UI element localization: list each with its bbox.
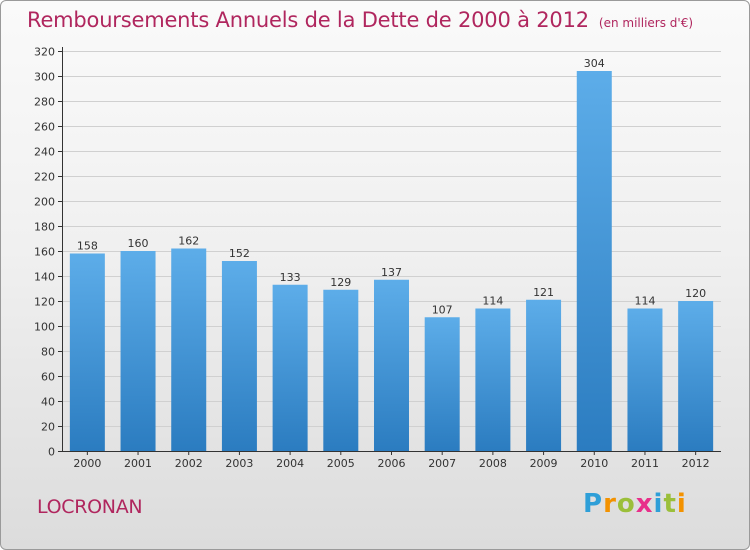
x-tick-label: 2008 (479, 457, 507, 470)
bar-2004 (272, 284, 308, 451)
axes: 0 20 40 60 80 100 120 140 160 180 200 220 240 260 280 3… (34, 46, 721, 470)
logo-letter: i (676, 489, 687, 519)
logo-letter: P (583, 489, 604, 519)
x-tick-label: 2003 (225, 457, 253, 470)
logo-letter: o (616, 489, 636, 519)
data-label: 107 (432, 303, 453, 316)
data-label: 158 (77, 240, 98, 253)
y-tick-label: 160 (34, 246, 55, 259)
data-label: 160 (128, 237, 149, 250)
proxiti-logo: Proxiti (583, 489, 687, 519)
x-tick-label: 2011 (631, 457, 659, 470)
bar-2008 (475, 308, 511, 451)
bar-2001 (120, 251, 156, 451)
data-label: 129 (330, 276, 351, 289)
data-label: 152 (229, 247, 250, 260)
y-tick-label: 100 (34, 321, 55, 334)
y-tick-label: 240 (34, 146, 55, 159)
chart-title-row: Remboursements Annuels de la Dette de 20… (27, 8, 693, 32)
data-label: 114 (634, 295, 655, 308)
y-tick-label: 180 (34, 221, 55, 234)
y-tick-label: 280 (34, 96, 55, 109)
chart-title: Remboursements Annuels de la Dette de 20… (27, 8, 589, 32)
y-tick-label: 20 (41, 421, 55, 434)
logo-letter: t (663, 489, 677, 519)
y-tick-label: 40 (41, 396, 55, 409)
y-tick-label: 220 (34, 171, 55, 184)
bar-2007 (424, 317, 460, 451)
x-tick-label: 2010 (580, 457, 608, 470)
x-tick-label: 2000 (73, 457, 101, 470)
data-label: 120 (685, 287, 706, 300)
x-tick-label: 2002 (175, 457, 203, 470)
y-tick-label: 300 (34, 71, 55, 84)
bar-2009 (526, 299, 562, 451)
logo-letter: r (603, 489, 617, 519)
y-tick-label: 0 (48, 446, 55, 459)
data-label: 137 (381, 266, 402, 279)
data-label: 133 (280, 271, 301, 284)
x-tick-label: 2007 (428, 457, 456, 470)
commune-name: LOCRONAN (37, 496, 143, 518)
chart-unit: (en milliers d'€) (598, 16, 694, 30)
x-tick-label: 2005 (327, 457, 355, 470)
y-tick-label: 260 (34, 121, 55, 134)
y-tick-label: 320 (34, 46, 55, 59)
bar-2011 (627, 308, 663, 451)
bars (69, 71, 714, 451)
bar-2002 (171, 248, 207, 451)
logo-letter: x (635, 489, 654, 519)
bar-2012 (678, 301, 714, 451)
data-label: 121 (533, 286, 554, 299)
bar-2003 (221, 261, 257, 451)
y-tick-label: 140 (34, 271, 55, 284)
x-tick-label: 2009 (530, 457, 558, 470)
bar-2000 (69, 253, 105, 451)
bar-2006 (374, 279, 409, 451)
y-tick-label: 80 (41, 346, 55, 359)
x-tick-label: 2004 (276, 457, 304, 470)
bar-2010 (576, 71, 612, 451)
bar-2005 (323, 289, 359, 451)
data-label: 162 (178, 235, 199, 248)
y-tick-label: 120 (34, 296, 55, 309)
data-labels: 158 160 162 152 133 129 137 107 114 121 304 114 120 (77, 57, 706, 316)
x-tick-label: 2001 (124, 457, 152, 470)
y-tick-label: 200 (34, 196, 55, 209)
x-tick-label: 2006 (378, 457, 406, 470)
logo-letter: i (653, 489, 664, 519)
x-tick-label: 2012 (682, 457, 710, 470)
data-label: 114 (482, 295, 503, 308)
y-tick-label: 60 (41, 371, 55, 384)
data-label: 304 (584, 57, 605, 70)
